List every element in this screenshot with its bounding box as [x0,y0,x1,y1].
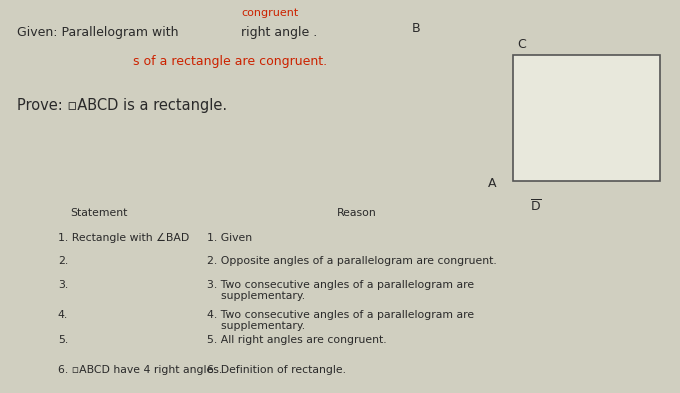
Text: 5. All right angles are congruent.: 5. All right angles are congruent. [207,335,387,345]
Text: 2.: 2. [58,256,68,266]
Text: Prove: ▫ABCD is a rectangle.: Prove: ▫ABCD is a rectangle. [17,98,227,113]
Text: C: C [517,38,526,51]
Text: 4.: 4. [58,310,68,320]
Text: B: B [411,22,420,35]
Text: Given: Parallelogram with: Given: Parallelogram with [17,26,182,39]
Text: 1. Rectangle with ∠BAD: 1. Rectangle with ∠BAD [58,233,189,243]
Text: 2. Opposite angles of a parallelogram are congruent.: 2. Opposite angles of a parallelogram ar… [207,256,497,266]
Text: 6. Definition of rectangle.: 6. Definition of rectangle. [207,365,346,375]
Text: congruent: congruent [241,8,299,18]
Text: $\overline{\mathrm{D}}$: $\overline{\mathrm{D}}$ [530,198,541,214]
Text: 1. Given: 1. Given [207,233,252,243]
Text: 3. Two consecutive angles of a parallelogram are
    supplementary.: 3. Two consecutive angles of a parallelo… [207,280,475,301]
Bar [513,55,660,181]
Text: Reason: Reason [337,208,377,218]
Text: 3.: 3. [58,280,68,290]
Text: 4. Two consecutive angles of a parallelogram are
    supplementary.: 4. Two consecutive angles of a parallelo… [207,310,475,331]
Text: 6. ▫ABCD have 4 right angles.: 6. ▫ABCD have 4 right angles. [58,365,222,375]
Text: right angle .: right angle . [241,26,318,39]
Text: s of a rectangle are congruent.: s of a rectangle are congruent. [133,55,326,68]
Text: A: A [488,177,496,190]
Text: 5.: 5. [58,335,68,345]
Text: Statement: Statement [70,208,127,218]
